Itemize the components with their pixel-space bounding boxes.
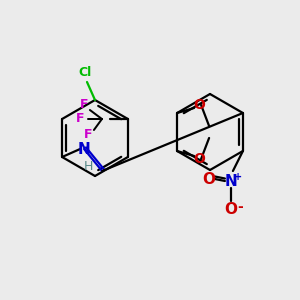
Text: N: N: [78, 142, 91, 157]
Text: O: O: [202, 172, 215, 187]
Text: O: O: [193, 98, 205, 112]
Text: F: F: [80, 98, 88, 112]
Text: +: +: [234, 172, 242, 182]
Text: -: -: [237, 200, 243, 214]
Text: O: O: [224, 202, 237, 217]
Text: O: O: [193, 152, 205, 166]
Text: F: F: [76, 112, 84, 125]
Text: Cl: Cl: [78, 66, 92, 79]
Text: N: N: [224, 173, 237, 188]
Text: F: F: [84, 128, 92, 142]
Text: H: H: [83, 160, 93, 173]
